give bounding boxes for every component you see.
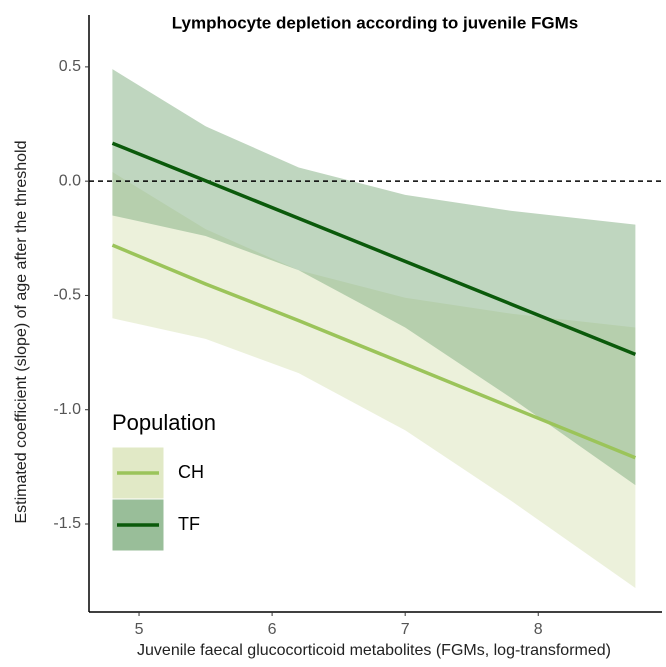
y-tick-label: 0.0: [59, 172, 81, 189]
line: [111, 141, 637, 357]
y-tick-label: -1.5: [53, 515, 81, 532]
y-tick-label: -0.5: [53, 287, 81, 304]
x-axis-label: Juvenile faecal glucocorticoid metabolit…: [137, 642, 611, 659]
chart-title: Lymphocyte depletion according to juveni…: [172, 13, 578, 32]
y-axis-label: Estimated coefficient (slope) of age aft…: [13, 140, 30, 523]
line: [111, 243, 637, 460]
legend-label: CH: [178, 462, 204, 482]
x-tick-label: 6: [268, 621, 277, 638]
y-tick-label: -1.0: [53, 401, 81, 418]
confidence-band: [112, 69, 636, 486]
x-tick-label: 8: [534, 621, 543, 638]
y-tick-label: 0.5: [59, 58, 81, 75]
confidence-band: [112, 172, 636, 589]
x-tick-label: 7: [401, 621, 410, 638]
x-tick-label: 5: [135, 621, 144, 638]
legend-title: Population: [112, 410, 216, 435]
legend-label: TF: [178, 514, 200, 534]
